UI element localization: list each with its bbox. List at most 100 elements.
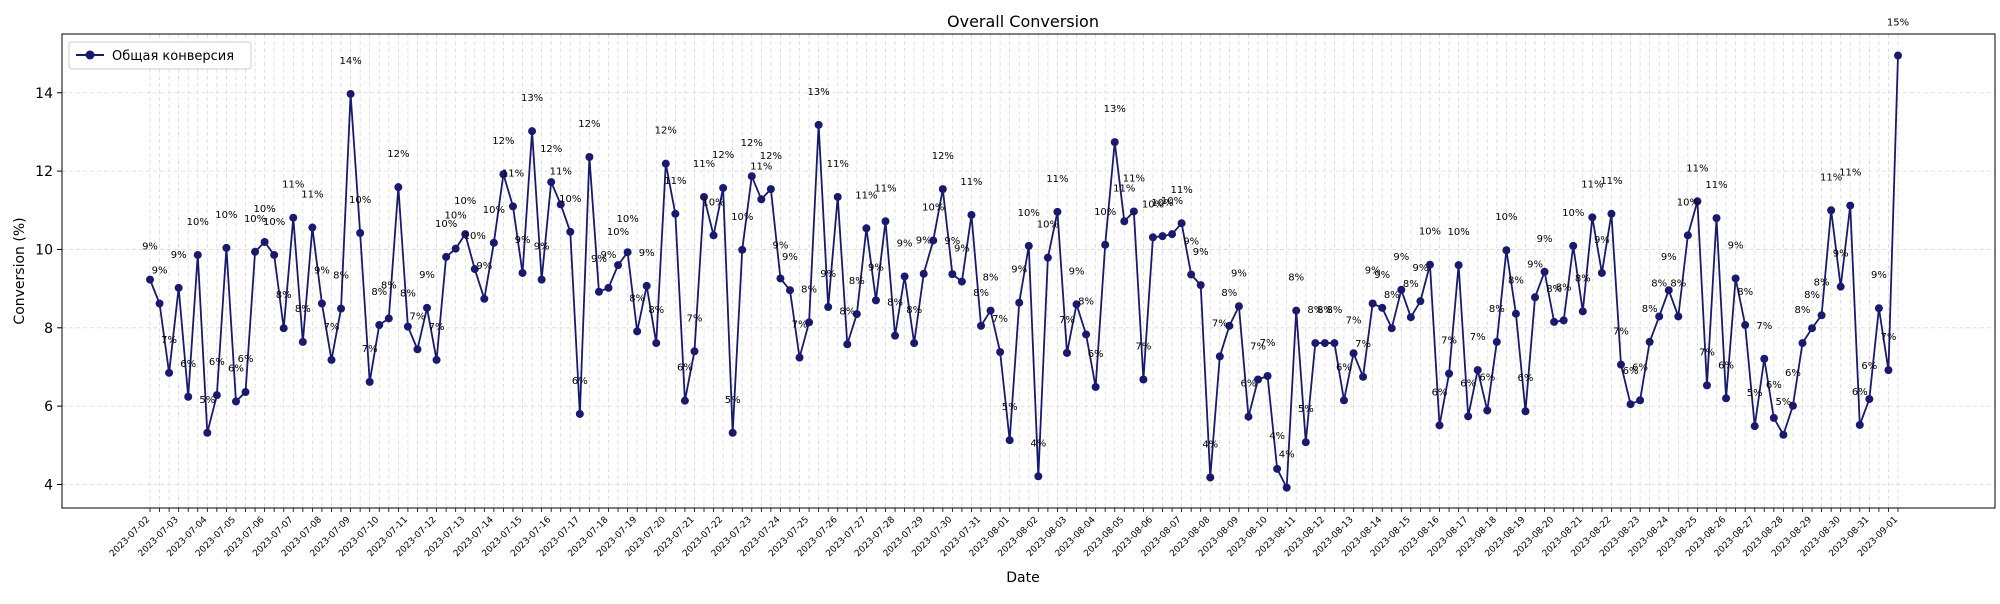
data-label: 12% xyxy=(932,151,954,162)
series-marker-layer xyxy=(146,51,1902,492)
data-point xyxy=(1722,394,1731,403)
data-label: 8% xyxy=(1307,305,1323,316)
data-label: 10% xyxy=(1677,197,1699,208)
data-label: 7% xyxy=(1613,327,1629,338)
data-point xyxy=(957,277,966,286)
data-label: 11% xyxy=(1705,180,1727,191)
data-point xyxy=(1148,233,1157,242)
data-point xyxy=(566,227,575,236)
data-point xyxy=(852,310,861,319)
data-label: 10% xyxy=(244,214,266,225)
data-point xyxy=(948,270,957,279)
data-label: 11% xyxy=(750,161,772,172)
data-point xyxy=(556,200,565,209)
data-point xyxy=(1569,241,1578,250)
data-point xyxy=(1244,412,1253,421)
data-point xyxy=(1397,285,1406,294)
data-point xyxy=(604,283,613,292)
data-point xyxy=(1062,348,1071,357)
y-tick-label: 10 xyxy=(35,242,53,258)
data-point xyxy=(251,247,260,256)
data-point xyxy=(298,337,307,346)
data-point xyxy=(1731,274,1740,283)
data-point xyxy=(1120,217,1129,226)
data-label: 9% xyxy=(1365,266,1381,277)
data-point xyxy=(1282,483,1291,492)
data-point xyxy=(1827,206,1836,215)
data-label: 6% xyxy=(572,376,588,387)
data-label: 8% xyxy=(333,271,349,282)
data-point xyxy=(1072,300,1081,309)
data-label: 9% xyxy=(1537,234,1553,245)
data-point xyxy=(757,195,766,204)
data-point xyxy=(1597,268,1606,277)
data-point xyxy=(403,322,412,331)
data-label: 7% xyxy=(362,344,378,355)
data-label: 9% xyxy=(1231,268,1247,279)
data-label: 11% xyxy=(827,159,849,170)
data-label: 9% xyxy=(171,250,187,261)
data-label: 10% xyxy=(1018,208,1040,219)
data-label: 11% xyxy=(693,159,715,170)
data-label: 5% xyxy=(1747,388,1763,399)
data-label: 8% xyxy=(1804,290,1820,301)
data-label: 11% xyxy=(1839,168,1861,179)
data-point xyxy=(1884,366,1893,375)
data-label: 11% xyxy=(1686,163,1708,174)
x-axis-label: Date xyxy=(1006,570,1039,586)
data-point xyxy=(871,296,880,305)
data-label: 8% xyxy=(983,273,999,284)
data-label: 10% xyxy=(435,219,457,230)
data-point xyxy=(642,281,651,290)
data-point xyxy=(308,223,317,232)
data-label: 4% xyxy=(1269,431,1285,442)
data-point xyxy=(1378,303,1387,312)
data-point xyxy=(1702,381,1711,390)
data-label: 8% xyxy=(1814,277,1830,288)
data-label: 9% xyxy=(1871,270,1887,281)
data-label: 12% xyxy=(760,151,782,162)
data-point xyxy=(1168,230,1177,239)
data-label: 10% xyxy=(445,211,467,222)
data-point xyxy=(1225,321,1234,330)
data-label: 8% xyxy=(801,284,817,295)
data-point xyxy=(728,428,737,437)
data-point xyxy=(1798,339,1807,348)
data-label: 7% xyxy=(1212,318,1228,329)
data-label: 10% xyxy=(454,196,476,207)
data-point xyxy=(900,272,909,281)
data-label: 6% xyxy=(1460,378,1476,389)
data-label: 10% xyxy=(607,227,629,238)
data-label: 10% xyxy=(1142,199,1164,210)
data-point xyxy=(709,231,718,240)
data-label: 6% xyxy=(209,357,225,368)
data-label: 9% xyxy=(476,261,492,272)
data-label: 12% xyxy=(387,149,409,160)
data-label: 8% xyxy=(400,289,416,300)
data-label: 4% xyxy=(1202,439,1218,450)
data-point xyxy=(977,321,986,330)
data-point xyxy=(862,224,871,233)
data-point xyxy=(1263,371,1272,380)
data-label: 10% xyxy=(731,212,753,223)
data-point xyxy=(489,238,498,247)
data-label: 8% xyxy=(839,306,855,317)
data-point xyxy=(594,287,603,296)
data-point xyxy=(394,183,403,192)
data-point xyxy=(1110,138,1119,147)
data-point xyxy=(1874,304,1883,313)
data-label: 12% xyxy=(492,136,514,147)
data-label: 6% xyxy=(238,354,254,365)
data-label: 8% xyxy=(1546,284,1562,295)
data-label: 5% xyxy=(1298,404,1314,415)
data-point xyxy=(212,391,221,400)
data-label: 9% xyxy=(152,266,168,277)
data-point xyxy=(470,265,479,274)
data-point xyxy=(1005,436,1014,445)
data-point xyxy=(1626,400,1635,409)
data-point xyxy=(1435,421,1444,430)
data-point xyxy=(270,250,279,259)
data-point xyxy=(423,303,432,312)
data-point xyxy=(671,209,680,218)
